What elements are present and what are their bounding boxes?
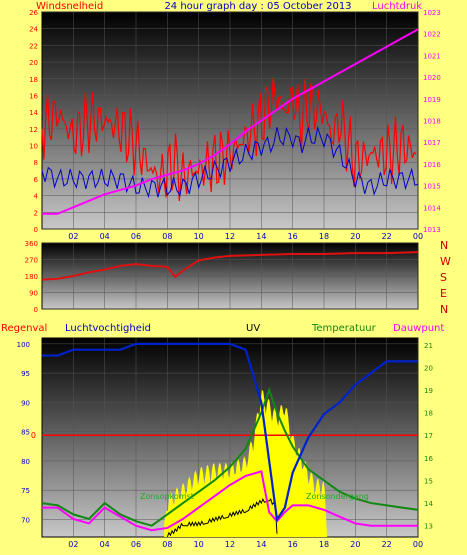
solar-series xyxy=(166,498,278,538)
y-left-tick-label: 2 xyxy=(34,209,38,217)
x-tick-label: 06 xyxy=(131,232,141,241)
x-tick-label: 14 xyxy=(256,540,266,549)
y-right-tick-label: 1015 xyxy=(423,183,441,191)
y-left-tick-label: 90 xyxy=(21,399,30,407)
x-tick-label: 16 xyxy=(288,232,298,241)
y-left-tick-label: 8 xyxy=(34,159,38,167)
x-tick-label: 12 xyxy=(225,232,235,241)
x-tick-label: 04 xyxy=(100,540,110,549)
y-left-tick-label: 270 xyxy=(25,257,38,265)
y-left-tick-label: 180 xyxy=(25,273,38,281)
y-right-tick-label: 1016 xyxy=(423,161,441,169)
rain-label: Regenval xyxy=(1,323,47,334)
y-left-tick-label: 100 xyxy=(17,341,30,349)
x-tick-label: 18 xyxy=(319,232,329,241)
y-right-tick-label: 20 xyxy=(424,364,433,372)
y-left-tick-label: 24 xyxy=(29,26,38,34)
y-right-tick-label: 17 xyxy=(424,432,433,440)
y-left-tick-label: 16 xyxy=(29,92,38,100)
x-tick-label: 00 xyxy=(413,232,423,241)
direction-series xyxy=(41,251,419,281)
x-tick-label: 02 xyxy=(68,540,78,549)
x-tick-label: 08 xyxy=(162,540,172,549)
y-right-tick-label: 14 xyxy=(424,500,433,508)
y-right-tick-label: 1013 xyxy=(423,226,441,234)
direction-letter: S xyxy=(440,271,447,284)
x-tick-label: 08 xyxy=(162,232,172,241)
y-right-tick-label: 1022 xyxy=(423,31,441,39)
y-right-tick-label: 21 xyxy=(424,342,433,350)
x-tick-label: 14 xyxy=(256,232,266,241)
direction-letter: N xyxy=(440,239,448,252)
y-right-tick-label: 1018 xyxy=(423,118,441,126)
y-left-tick-label: 360 xyxy=(25,240,38,248)
x-tick-label: 02 xyxy=(68,232,78,241)
x-tick-label: 20 xyxy=(350,540,360,549)
y-right-tick-label: 19 xyxy=(424,387,433,395)
average-wind-series xyxy=(41,125,419,199)
x-tick-label: 10 xyxy=(194,232,204,241)
y-right-tick-label: 1020 xyxy=(423,74,441,82)
y-left-tick-label: 0 xyxy=(34,306,38,314)
sunrise-label: Zonsopkomst xyxy=(140,492,194,501)
y-left-tick-label: 12 xyxy=(29,126,38,134)
x-tick-label: 06 xyxy=(131,540,141,549)
y-right-tick-label: 1017 xyxy=(423,139,441,147)
chart-title: 24 hour graph day : 05 October 2013 xyxy=(164,1,351,12)
y-right-tick-label: 18 xyxy=(424,410,433,418)
x-tick-label: 00 xyxy=(413,540,423,549)
wind-label: Windsnelheid xyxy=(36,1,103,12)
pressure-label: Luchtdruk xyxy=(372,1,422,12)
y-left-tick-label: 80 xyxy=(21,458,30,466)
y-right-tick-label: 1019 xyxy=(423,96,441,104)
x-tick-label: 04 xyxy=(100,232,110,241)
y-right-tick-label: 13 xyxy=(424,523,433,531)
y-left-tick-label: 70 xyxy=(21,516,30,524)
dewpoint-series xyxy=(42,470,418,532)
pressure-series xyxy=(42,28,419,215)
x-tick-label: 22 xyxy=(382,232,392,241)
x-tick-label: 20 xyxy=(350,232,360,241)
y-right-tick-label: 15 xyxy=(424,477,433,485)
y-left-tick-label: 6 xyxy=(34,176,39,184)
y-left-tick-label: 95 xyxy=(21,370,30,378)
y-right-tick-label: 1014 xyxy=(423,204,441,212)
y-left-tick-label: 75 xyxy=(21,487,30,495)
temperature-label: Temperatuur xyxy=(311,323,377,334)
y-left-tick-label: 10 xyxy=(29,143,38,151)
y-right-tick-label: 1021 xyxy=(423,52,441,60)
rain-tick-label: 0 xyxy=(31,431,36,440)
y-right-tick-label: 16 xyxy=(424,455,433,463)
uv-label: UV xyxy=(246,323,260,334)
direction-letter: W xyxy=(440,255,451,268)
y-left-tick-label: 14 xyxy=(29,109,38,117)
y-left-tick-label: 4 xyxy=(34,193,39,201)
y-left-tick-label: 0 xyxy=(34,226,38,234)
direction-letter: N xyxy=(440,303,448,316)
y-left-tick-label: 85 xyxy=(21,429,30,437)
humidity-series xyxy=(42,342,418,523)
y-left-tick-label: 26 xyxy=(29,9,38,17)
direction-letter: E xyxy=(440,287,447,300)
x-tick-label: 22 xyxy=(382,540,392,549)
y-left-tick-label: 90 xyxy=(29,290,38,298)
y-left-tick-label: 20 xyxy=(29,59,38,67)
y-right-tick-label: 1023 xyxy=(423,9,441,17)
x-tick-label: 12 xyxy=(225,540,235,549)
sunset-label: Zonsondergang xyxy=(306,492,369,501)
x-tick-label: 18 xyxy=(319,540,329,549)
y-left-tick-label: 22 xyxy=(29,42,38,50)
dewpoint-label: Dauwpunt xyxy=(393,323,444,334)
humidity-label: Luchtvochtigheid xyxy=(65,323,151,334)
x-tick-label: 16 xyxy=(288,540,298,549)
x-tick-label: 10 xyxy=(194,540,204,549)
y-left-tick-label: 18 xyxy=(29,76,38,84)
temperature-series xyxy=(41,386,419,527)
